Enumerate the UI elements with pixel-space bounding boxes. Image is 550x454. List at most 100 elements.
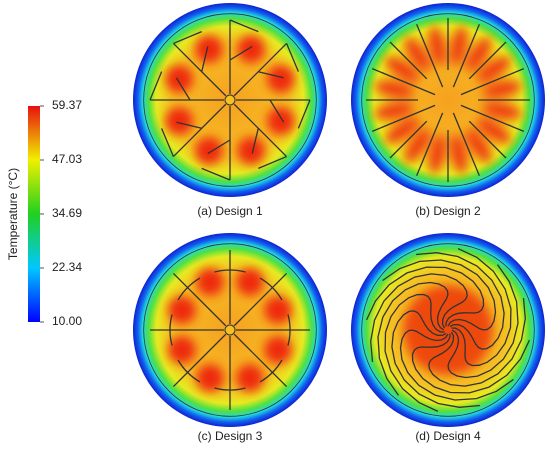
hot-spot [482, 102, 522, 119]
fin [172, 103, 227, 158]
fin [416, 252, 505, 350]
fin [172, 272, 227, 327]
tick-label: 22.34 [52, 260, 82, 274]
fin [169, 314, 173, 346]
caption: (c) Design 3 [198, 429, 263, 443]
fin [175, 77, 191, 101]
fin [416, 23, 444, 88]
fin [214, 387, 246, 391]
fin [371, 104, 436, 132]
hot-spot [429, 134, 446, 174]
hot-spot [235, 267, 264, 296]
hot-spot [429, 26, 446, 66]
fin [389, 41, 428, 80]
hot-spot [264, 335, 293, 364]
fin [258, 155, 287, 169]
rim [143, 243, 317, 417]
fin [384, 293, 445, 412]
tick-label: 59.37 [52, 98, 82, 112]
tick-label: 34.69 [52, 206, 82, 220]
fin [468, 41, 507, 80]
fin [177, 359, 201, 383]
fin [173, 31, 202, 45]
fin [452, 23, 480, 88]
fin [447, 264, 519, 379]
fin [377, 281, 449, 396]
hot-spot [466, 128, 492, 163]
fin [416, 112, 444, 177]
hub [224, 324, 236, 336]
fin [233, 333, 288, 388]
hot-spots [374, 26, 522, 174]
fin [176, 121, 202, 129]
fin [389, 120, 428, 159]
fin [287, 314, 291, 346]
fin [259, 359, 283, 383]
hot-spot [385, 118, 420, 144]
fin [468, 120, 507, 159]
hot-spot [466, 37, 492, 72]
fin [201, 167, 231, 181]
hot-spot [235, 364, 264, 393]
fin [428, 298, 526, 387]
fin [460, 68, 525, 96]
hub [224, 94, 236, 106]
hot-spot [476, 56, 511, 82]
hot-spot [266, 64, 295, 93]
fin [399, 329, 514, 401]
hot-spot [264, 296, 293, 325]
hot-spot [165, 64, 194, 93]
colorbar-label: Temperature (°C) [6, 168, 20, 260]
hot-spot [374, 102, 414, 119]
tick-label: 47.03 [52, 152, 82, 166]
fin [391, 310, 480, 408]
colorbar [28, 106, 40, 322]
fin [229, 45, 253, 61]
caption: (a) Design 1 [197, 204, 263, 218]
fin [177, 277, 201, 301]
tick-label: 10.00 [52, 314, 82, 328]
rim [361, 13, 535, 187]
fin [233, 103, 288, 158]
hot-spot [196, 267, 225, 296]
caption: (b) Design 2 [415, 204, 481, 218]
fin [382, 259, 497, 331]
hot-spot [482, 81, 522, 98]
caption: (d) Design 4 [415, 429, 481, 443]
fin [460, 104, 525, 132]
fin [371, 68, 436, 96]
fin [258, 71, 284, 79]
hot-spot [450, 26, 467, 66]
fin [452, 112, 480, 177]
hot-spot [450, 134, 467, 174]
fin [172, 42, 227, 97]
fin [370, 273, 468, 362]
hot-spots [167, 267, 293, 393]
fin [149, 71, 163, 101]
fin [161, 128, 175, 157]
hot-spot [165, 107, 194, 136]
heat-map [133, 3, 327, 197]
hot-spot [476, 118, 511, 144]
hot-spot [374, 81, 414, 98]
hot-spot [194, 35, 223, 64]
fin [233, 272, 288, 327]
rim [361, 243, 535, 417]
fin [172, 333, 227, 388]
heat-map [351, 3, 545, 197]
hot-spots [403, 285, 493, 375]
fin [259, 277, 283, 301]
heat-map [351, 233, 545, 427]
hot-spot [237, 35, 266, 64]
fin [411, 333, 530, 394]
fin [201, 46, 209, 72]
hot-spot [167, 335, 196, 364]
fin [451, 248, 512, 367]
hot-spot [266, 107, 295, 136]
hot-spot [404, 37, 430, 72]
heat-map [133, 233, 327, 427]
hot-spot [194, 136, 223, 165]
hot-spots [165, 35, 295, 165]
